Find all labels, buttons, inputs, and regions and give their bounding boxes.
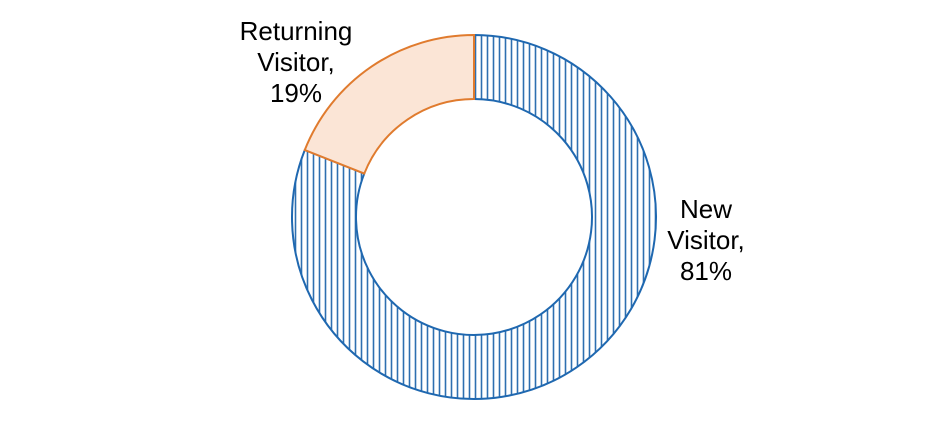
slices-group [291, 33, 657, 400]
slice-label-line: 19% [270, 78, 322, 108]
slice-label-line: 81% [680, 256, 732, 286]
slice-returning-visitor [303, 33, 475, 175]
slice-label-line: Visitor, [667, 225, 745, 255]
labels-group: New Visitor, 81%Returning Visitor, 19% [240, 16, 745, 286]
slice-label-line: New [680, 194, 732, 224]
slice-label-new-visitor: New Visitor, 81% [667, 194, 745, 286]
slice-label-line: Visitor, [257, 47, 335, 77]
slice-label-returning-visitor: Returning Visitor, 19% [240, 16, 353, 108]
slice-label-line: Returning [240, 16, 353, 46]
slice-new-visitor [291, 33, 657, 400]
